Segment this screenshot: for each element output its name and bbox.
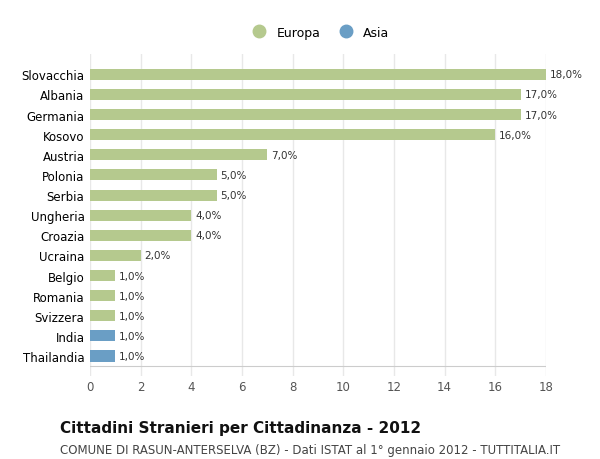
Bar <box>90 270 115 281</box>
Bar <box>90 311 115 322</box>
Text: 2,0%: 2,0% <box>145 251 171 261</box>
Text: 1,0%: 1,0% <box>119 291 146 301</box>
Bar <box>90 110 521 121</box>
Bar <box>90 70 546 81</box>
Text: 5,0%: 5,0% <box>220 171 247 180</box>
Text: 4,0%: 4,0% <box>195 231 221 241</box>
Text: 4,0%: 4,0% <box>195 211 221 221</box>
Bar <box>90 190 217 201</box>
Text: 1,0%: 1,0% <box>119 331 146 341</box>
Text: 18,0%: 18,0% <box>550 70 583 80</box>
Text: 1,0%: 1,0% <box>119 271 146 281</box>
Text: 7,0%: 7,0% <box>271 151 298 161</box>
Bar <box>90 210 191 221</box>
Bar <box>90 351 115 362</box>
Text: COMUNE DI RASUN-ANTERSELVA (BZ) - Dati ISTAT al 1° gennaio 2012 - TUTTITALIA.IT: COMUNE DI RASUN-ANTERSELVA (BZ) - Dati I… <box>60 443 560 456</box>
Text: Cittadini Stranieri per Cittadinanza - 2012: Cittadini Stranieri per Cittadinanza - 2… <box>60 420 421 435</box>
Bar <box>90 170 217 181</box>
Bar <box>90 230 191 241</box>
Bar <box>90 90 521 101</box>
Legend: Europa, Asia: Europa, Asia <box>243 23 393 43</box>
Text: 5,0%: 5,0% <box>220 190 247 201</box>
Text: 1,0%: 1,0% <box>119 311 146 321</box>
Text: 17,0%: 17,0% <box>524 90 557 100</box>
Bar <box>90 130 496 141</box>
Text: 17,0%: 17,0% <box>524 110 557 120</box>
Bar <box>90 250 140 262</box>
Text: 1,0%: 1,0% <box>119 351 146 361</box>
Bar <box>90 291 115 302</box>
Text: 16,0%: 16,0% <box>499 130 532 140</box>
Bar <box>90 330 115 341</box>
Bar <box>90 150 268 161</box>
